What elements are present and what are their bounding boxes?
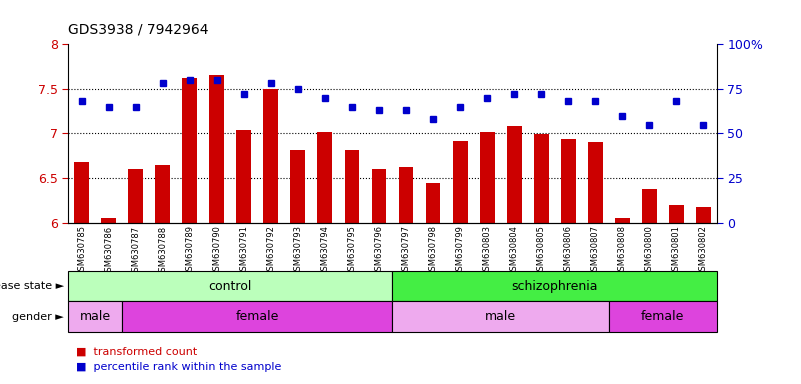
Bar [183,78,197,223]
Text: GDS3938 / 7942964: GDS3938 / 7942964 [68,23,208,36]
Text: disease state ►: disease state ► [0,281,64,291]
Bar [588,142,602,223]
Bar [74,162,89,223]
Bar [453,141,468,223]
Bar [155,165,170,223]
Text: male: male [485,310,516,323]
Bar [128,169,143,223]
Bar [317,132,332,223]
Bar [561,139,576,223]
Text: gender ►: gender ► [12,312,64,322]
Bar [236,130,252,223]
Text: female: female [235,310,279,323]
Bar [480,132,494,223]
Bar [399,167,413,223]
Bar [507,126,521,223]
Text: ■  percentile rank within the sample: ■ percentile rank within the sample [76,362,281,372]
Bar [264,89,278,223]
Bar [101,218,116,223]
Bar [291,149,305,223]
Bar [425,182,441,223]
Bar [615,218,630,223]
Bar [669,205,684,223]
Text: ■  transformed count: ■ transformed count [76,346,197,356]
Text: schizophrenia: schizophrenia [512,280,598,293]
Bar [372,169,386,223]
Bar [533,134,549,223]
Text: male: male [79,310,111,323]
Text: control: control [208,280,252,293]
Bar [696,207,710,223]
Text: female: female [641,310,685,323]
Bar [642,189,657,223]
Bar [209,75,224,223]
Bar [344,149,360,223]
